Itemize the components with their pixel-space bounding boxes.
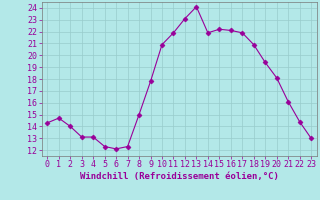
X-axis label: Windchill (Refroidissement éolien,°C): Windchill (Refroidissement éolien,°C) <box>80 172 279 181</box>
